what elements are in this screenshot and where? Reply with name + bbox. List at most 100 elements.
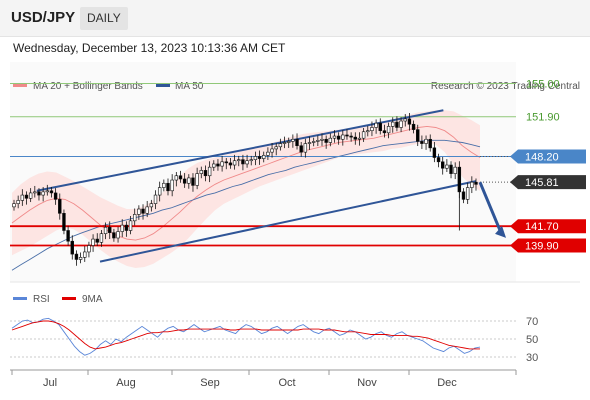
candle-body	[295, 138, 299, 147]
candle-body	[316, 140, 320, 142]
candle	[366, 125, 370, 137]
candle	[357, 132, 362, 146]
candle-body	[141, 208, 145, 214]
candle	[220, 155, 224, 172]
candle-body	[328, 137, 333, 143]
candle-body	[266, 151, 270, 156]
candle	[287, 137, 291, 148]
candle	[262, 151, 266, 163]
candle	[420, 135, 424, 150]
candle	[166, 178, 170, 196]
level-labels: 155.00 151.90 148.20 145.81 141.70 139.90	[510, 78, 586, 253]
legend-label-ma50: MA 50	[175, 81, 204, 92]
candle	[137, 205, 141, 220]
candle	[328, 133, 333, 147]
candle	[212, 160, 216, 171]
candle	[70, 235, 74, 260]
candle-body	[74, 253, 79, 260]
candle	[449, 161, 453, 179]
candle	[228, 158, 233, 169]
candle-body	[203, 170, 208, 177]
candle-body	[341, 134, 345, 140]
candle-body	[166, 182, 170, 192]
candle-body	[449, 164, 453, 174]
time-label-Dec: Dec	[437, 377, 457, 389]
candle-body	[41, 191, 45, 196]
candle	[78, 252, 83, 264]
candle-body	[58, 199, 62, 214]
candle-body	[245, 160, 249, 165]
candle	[245, 154, 249, 168]
candle	[145, 200, 149, 218]
candle	[416, 124, 420, 147]
candle-body	[382, 130, 387, 134]
candle	[324, 135, 328, 149]
candle	[157, 181, 162, 202]
candle-body	[465, 187, 470, 200]
candle	[28, 188, 33, 203]
time-label-Sep: Sep	[200, 377, 220, 389]
candle-body	[436, 157, 441, 163]
candle-body	[178, 175, 183, 180]
candle-body	[253, 156, 258, 160]
legend-label-9ma: 9MA	[82, 294, 103, 305]
candle-body	[386, 126, 391, 134]
candle-body	[149, 203, 154, 208]
candle-body	[332, 135, 337, 139]
candle	[203, 165, 208, 182]
candle-body	[103, 226, 108, 235]
candle-body	[116, 231, 120, 239]
candle-body	[311, 141, 316, 143]
candle-body	[124, 224, 129, 231]
candle	[361, 128, 366, 142]
candle	[224, 158, 228, 170]
candle-body	[416, 129, 420, 142]
candle	[108, 221, 112, 239]
candle	[465, 182, 470, 204]
candle-body	[137, 208, 141, 215]
candle	[291, 134, 295, 148]
candle-body	[357, 137, 362, 140]
candle	[149, 199, 154, 212]
candle-body	[78, 257, 83, 260]
candle	[332, 130, 337, 143]
candle-body	[428, 138, 432, 149]
candle-body	[391, 121, 395, 127]
candle	[12, 199, 16, 211]
candle-body	[33, 191, 37, 194]
candle	[270, 143, 274, 158]
candle-body	[366, 130, 370, 133]
candle	[207, 161, 212, 183]
candle	[74, 250, 79, 266]
candle	[170, 174, 174, 197]
candle-body	[133, 214, 137, 222]
candlesticks	[12, 112, 478, 266]
candle	[141, 204, 145, 220]
time-label-Aug: Aug	[116, 377, 136, 389]
candle-body	[420, 141, 424, 144]
candle-body	[457, 166, 462, 193]
candle-body	[474, 181, 478, 185]
candle	[349, 132, 353, 142]
candle	[162, 179, 166, 192]
candle	[241, 154, 245, 171]
candle	[37, 188, 41, 201]
candle	[295, 133, 299, 150]
candle-body	[216, 163, 220, 167]
candle	[253, 151, 258, 166]
candle-body	[291, 138, 295, 142]
credit-text: Research © 2023 Trading Central	[431, 81, 580, 92]
candle	[195, 167, 199, 190]
candle	[374, 119, 378, 134]
candle	[282, 136, 287, 149]
candle-body	[453, 166, 457, 174]
candle	[95, 233, 99, 247]
candle	[62, 209, 66, 235]
candle	[199, 166, 203, 179]
candle-body	[424, 138, 428, 144]
rsi-tick-50: 50	[526, 334, 538, 346]
timeframe-tab[interactable]: DAILY	[80, 7, 128, 30]
candle-body	[395, 121, 399, 128]
candle	[66, 225, 70, 246]
candle-body	[153, 194, 158, 204]
